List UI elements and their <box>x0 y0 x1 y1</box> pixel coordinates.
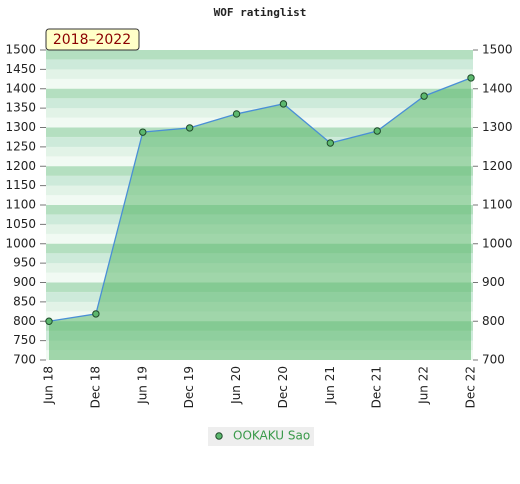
y-tick-label: 750 <box>13 333 36 347</box>
x-tick-label: Jun 20 <box>229 366 243 405</box>
y2-tick-label: 1400 <box>482 81 513 95</box>
x-tick-label: Dec 22 <box>464 366 478 408</box>
legend-label: OOKAKU Sao <box>233 429 310 443</box>
y-tick-label: 1350 <box>5 101 36 115</box>
x-tick-label: Dec 20 <box>276 366 290 408</box>
point <box>45 317 53 325</box>
x-tick-label: Dec 19 <box>182 366 196 408</box>
point <box>139 128 147 136</box>
y-tick-label: 950 <box>13 256 36 270</box>
y-tick-label: 1250 <box>5 139 36 153</box>
y2-tick-label: 1500 <box>482 43 513 57</box>
x-tick-label: Dec 18 <box>88 366 102 408</box>
y2-tick-label: 1000 <box>482 236 513 250</box>
x-tick-label: Jun 18 <box>42 366 56 405</box>
annotation: 2018–2022 <box>53 32 131 48</box>
y-tick-label: 1150 <box>5 178 36 192</box>
y-tick-label: 800 <box>13 314 36 328</box>
point <box>185 124 194 132</box>
point <box>420 92 428 100</box>
y-tick-label: 1200 <box>5 159 36 173</box>
y-tick-label: 1100 <box>5 198 36 212</box>
annotation-box <box>45 28 140 51</box>
y-tick-label: 1300 <box>5 120 36 134</box>
y2-tick-label: 800 <box>482 314 505 328</box>
point <box>467 74 475 82</box>
y2-tick-label: 700 <box>482 353 505 367</box>
x-tick-label: Jun 22 <box>417 366 431 405</box>
legend-marker <box>215 432 223 440</box>
y-tick-label: 1000 <box>5 236 36 250</box>
y-tick-label: 900 <box>13 275 36 289</box>
point <box>279 100 288 108</box>
y-tick-label: 1400 <box>5 81 36 95</box>
y2-tick-label: 1300 <box>482 120 513 134</box>
x-tick-label: Jun 21 <box>323 366 337 405</box>
y-tick-label: 850 <box>13 294 36 308</box>
area <box>49 77 471 361</box>
x-tick-label: Jun 19 <box>135 366 149 405</box>
y2-tick-label: 1200 <box>482 159 513 173</box>
y-tick-label: 1050 <box>5 217 36 231</box>
point <box>326 139 335 147</box>
y-tick-label: 700 <box>13 353 36 367</box>
y-tick-label: 1450 <box>5 62 36 76</box>
legend <box>208 427 314 446</box>
y-tick-label: 1500 <box>5 43 36 57</box>
chart-title: WOF ratinglist <box>214 6 307 19</box>
point <box>232 110 241 118</box>
point <box>373 127 381 135</box>
y2-tick-label: 1100 <box>482 198 513 212</box>
y2-tick-label: 900 <box>482 275 505 289</box>
point <box>92 310 100 318</box>
line <box>48 77 472 322</box>
x-tick-label: Dec 21 <box>370 366 384 408</box>
